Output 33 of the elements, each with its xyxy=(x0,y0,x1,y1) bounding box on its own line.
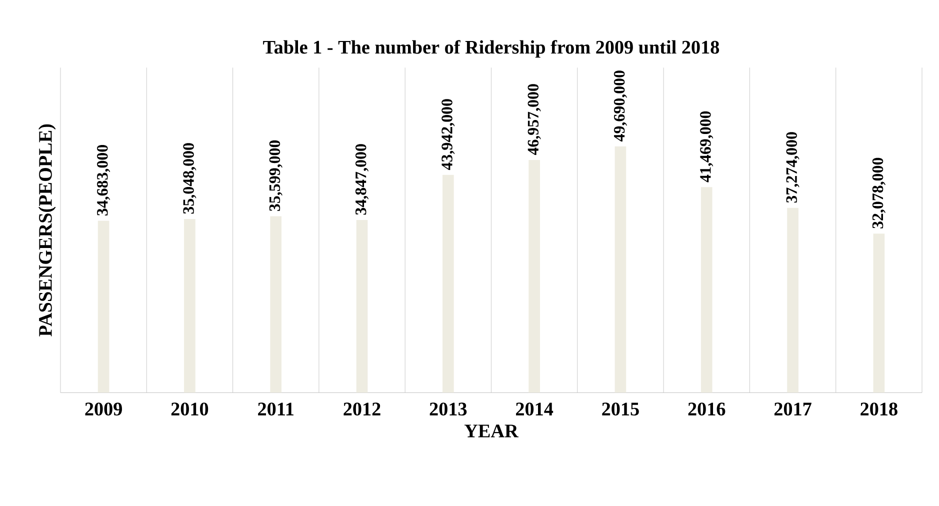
x-tick-label: 2017 xyxy=(774,402,812,416)
x-tick-label: 2013 xyxy=(430,402,467,416)
x-axis-title: YEAR xyxy=(464,424,518,438)
bar xyxy=(442,174,454,393)
x-tick-label: 2014 xyxy=(516,402,554,416)
bar xyxy=(270,216,282,393)
bar xyxy=(873,234,885,393)
bar xyxy=(614,146,626,393)
x-tick-label: 2010 xyxy=(171,402,208,416)
x-tick-label: 2011 xyxy=(258,402,294,416)
data-label: 37,274,000 xyxy=(786,132,800,203)
data-label: 43,942,000 xyxy=(442,99,455,170)
bar xyxy=(356,220,368,393)
x-tick-label: 2018 xyxy=(860,402,898,416)
data-label: 35,048,000 xyxy=(183,143,196,214)
x-tick-label: 2012 xyxy=(344,402,380,416)
bar xyxy=(700,187,712,393)
bar xyxy=(528,160,540,393)
data-label: 35,599,000 xyxy=(269,140,282,211)
bar xyxy=(98,220,110,393)
y-axis-title: PASSENGERS(PEOPLE) xyxy=(38,124,56,336)
x-tick-label: 2015 xyxy=(602,402,639,416)
chart-title: Table 1 - The number of Ridership from 2009 until 2018 xyxy=(263,40,720,58)
data-label: 34,683,000 xyxy=(97,144,110,216)
bar xyxy=(184,218,196,393)
data-label: 46,957,000 xyxy=(528,84,541,156)
x-tick-label: 2009 xyxy=(85,402,122,416)
data-label: 32,078,000 xyxy=(872,158,886,228)
data-label: 49,690,000 xyxy=(614,70,627,142)
data-label: 41,469,000 xyxy=(700,111,714,182)
bar xyxy=(787,208,798,393)
data-label: 34,847,000 xyxy=(355,144,369,215)
x-tick-label: 2016 xyxy=(688,402,726,416)
